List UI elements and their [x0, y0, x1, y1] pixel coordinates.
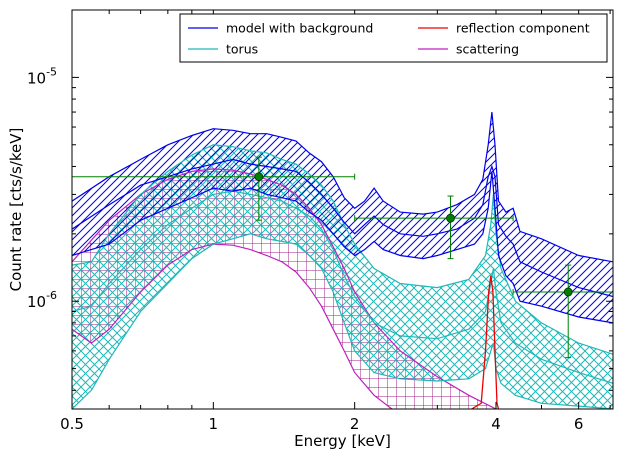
data-marker	[254, 172, 264, 182]
plot-frame	[71, 9, 614, 410]
torus-band	[72, 144, 613, 409]
lines-layer	[72, 112, 613, 409]
legend-item-model-with-background: model with background	[188, 21, 373, 36]
model-with-background-lower-line	[72, 171, 613, 324]
legend-item-reflection-component: reflection component	[418, 21, 590, 36]
x-tick-label: 4	[491, 415, 501, 433]
x-axis-title: Energy [keV]	[294, 432, 391, 450]
legend-label: model with background	[226, 21, 373, 36]
scattering-lower-line	[72, 243, 393, 409]
legend-box	[179, 13, 608, 63]
reflection-component-line	[471, 275, 500, 409]
legend: model with background reflection componen…	[179, 13, 608, 63]
bands-layer	[72, 112, 613, 409]
ticks-layer	[71, 9, 613, 409]
legend-item-torus: torus	[188, 42, 258, 57]
tick-labels-layer: 0.5 1 2 4 6 10-6 10-5	[27, 65, 583, 433]
x-tick-label: 6	[574, 415, 584, 433]
y-axis-title: Count rate [cts/s/keV]	[7, 128, 25, 292]
x-tick-label: 0.5	[60, 415, 84, 433]
y-tick-label: 10-6	[27, 289, 57, 311]
model-with-background-band	[72, 112, 613, 323]
x-tick-label: 1	[209, 415, 219, 433]
model-with-background-upper-line	[72, 112, 613, 263]
legend-label: scattering	[456, 42, 519, 57]
y-tick-label: 10-5	[27, 65, 57, 87]
legend-label: reflection component	[456, 21, 590, 36]
torus-center-line	[72, 190, 613, 384]
x-tick-label: 2	[350, 415, 360, 433]
model-with-background-center-line	[72, 158, 613, 298]
data-point-2	[354, 195, 514, 260]
legend-label: torus	[226, 42, 258, 57]
data-marker	[446, 213, 455, 223]
legend-item-scattering: scattering	[418, 42, 519, 57]
data-point-3	[512, 264, 614, 359]
data-marker	[563, 287, 573, 297]
torus-lower-line	[72, 233, 613, 409]
